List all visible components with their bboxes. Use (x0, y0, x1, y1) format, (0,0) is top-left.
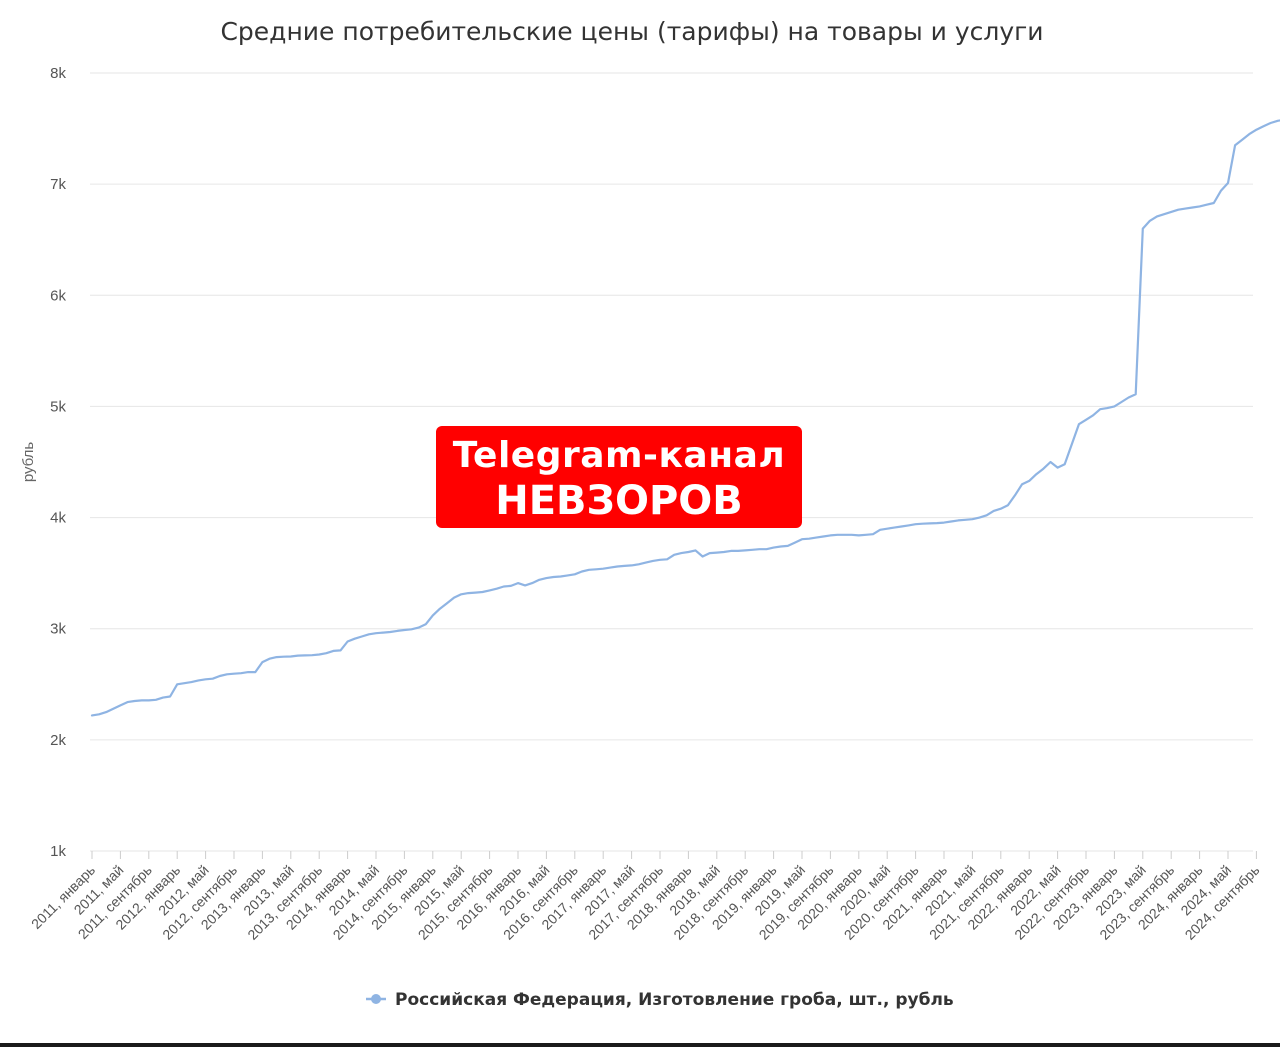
legend-label: Российская Федерация, Изготовление гроба… (395, 990, 954, 1010)
y-tick-label: 6k (50, 287, 66, 304)
legend[interactable]: Российская Федерация, Изготовление гроба… (366, 990, 954, 1010)
y-tick-label: 4k (50, 510, 66, 527)
y-tick-label: 3k (50, 621, 66, 638)
chart-title: Средние потребительские цены (тарифы) на… (220, 17, 1043, 46)
y-tick-label: 8k (50, 65, 66, 82)
y-tick-label: 5k (50, 398, 66, 415)
grid (90, 72, 1253, 852)
watermark-line-2: НЕВЗОРОВ (495, 478, 743, 524)
y-axis-label: рубль (20, 442, 37, 483)
y-tick-label: 1k (50, 843, 66, 860)
y-axis-ticks: 1k 2k 3k 4k 5k 6k 7k 8k (50, 65, 66, 860)
series-line[interactable] (90, 105, 1280, 717)
watermark-line-1: Telegram-канал (452, 435, 786, 476)
y-tick-label: 2k (50, 732, 66, 749)
series-layer (90, 105, 1280, 717)
watermark-badge: Telegram-канал НЕВЗОРОВ (436, 426, 802, 528)
bottom-border (0, 1043, 1280, 1047)
legend-dot-marker (371, 994, 381, 1004)
y-tick-label: 7k (50, 176, 66, 193)
